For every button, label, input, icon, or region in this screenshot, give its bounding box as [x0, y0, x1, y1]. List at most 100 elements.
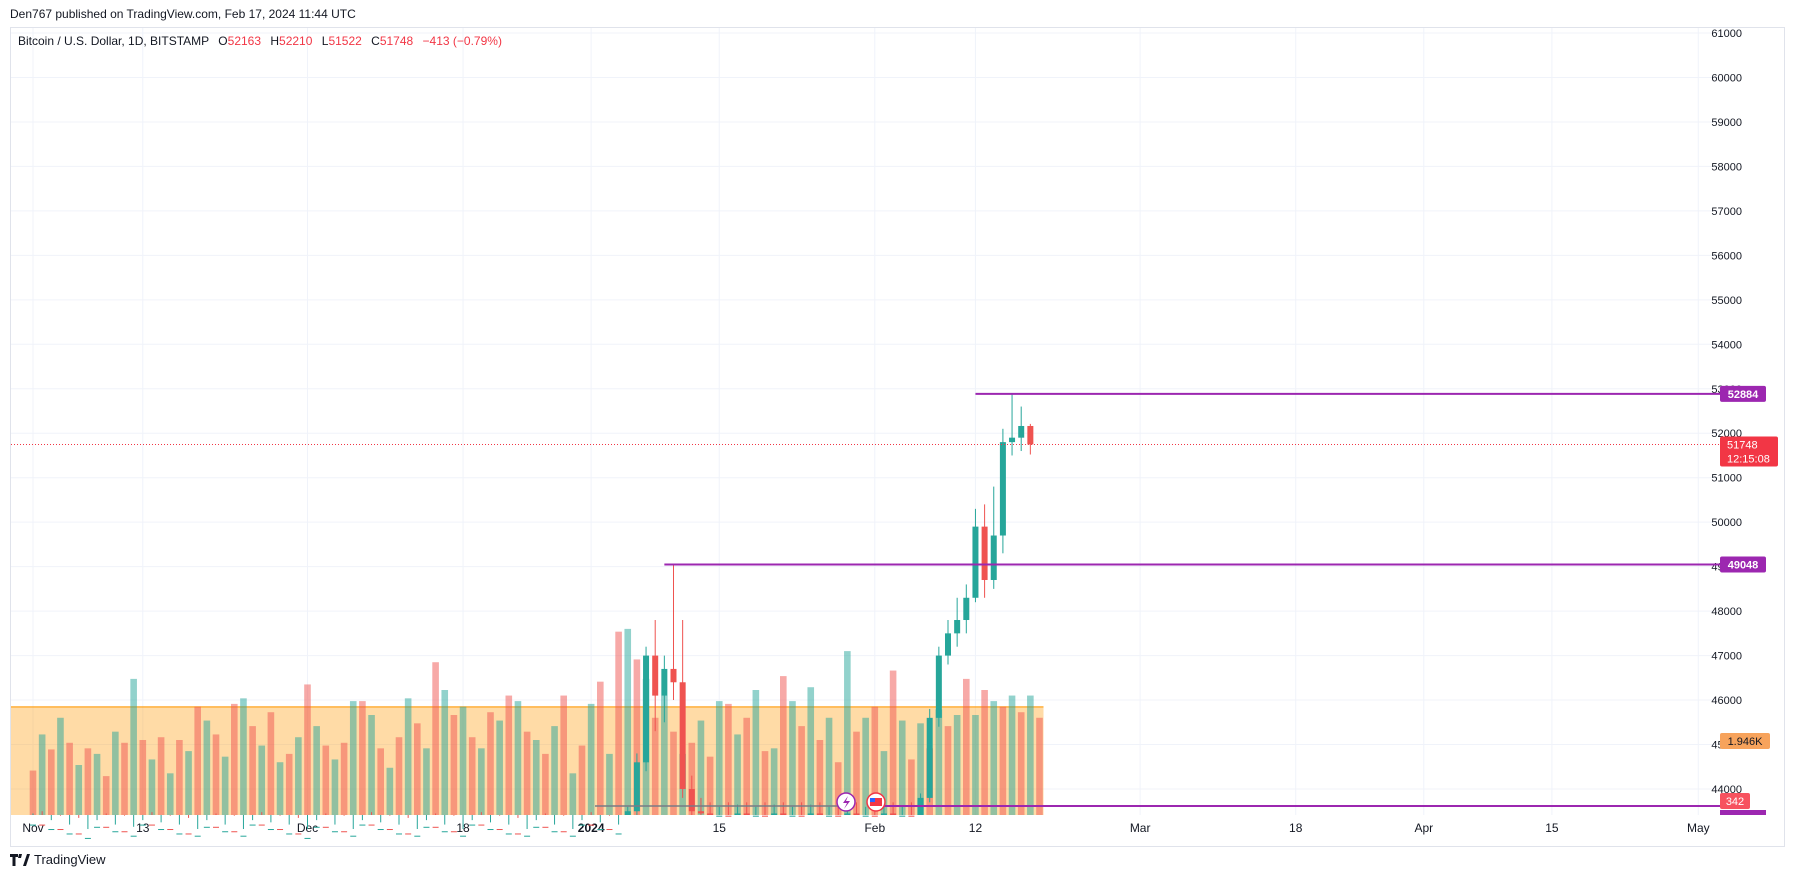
volume-bar: [798, 726, 805, 815]
volume-bar: [889, 670, 897, 815]
tradingview-logo-icon: [10, 853, 30, 866]
y-tick-label: 56000: [1711, 250, 1742, 262]
y-tick-label: 51000: [1711, 473, 1742, 485]
candle-body: [762, 815, 768, 817]
candle-body: [990, 535, 997, 580]
volume-bar: [1008, 695, 1016, 815]
candle-body: [560, 831, 567, 833]
volume-bar: [386, 767, 394, 815]
candle-body: [75, 833, 82, 835]
volume-bar: [194, 706, 201, 815]
publisher-caption: Den767 published on TradingView.com, Feb…: [10, 7, 356, 21]
x-tick-label: Apr: [1414, 821, 1433, 835]
candle-body: [139, 824, 146, 826]
candle-body: [643, 655, 650, 763]
candle-body: [423, 826, 430, 828]
y-tick-label: 61000: [1711, 28, 1742, 40]
low-label: L: [321, 34, 329, 48]
volume-bar: [176, 740, 183, 815]
candle-body: [396, 833, 402, 835]
volume-bar: [963, 678, 970, 815]
volume-bar: [414, 723, 421, 815]
candle-body: [496, 829, 503, 831]
candle-body: [377, 829, 384, 831]
candle-body: [954, 620, 961, 634]
high-label: H: [270, 34, 280, 48]
volume-bar: [752, 690, 760, 815]
candle-body: [231, 831, 238, 833]
tradingview-brand[interactable]: TradingView: [10, 852, 106, 867]
candle-body: [633, 762, 640, 812]
candle-body: [844, 813, 851, 815]
candle-body: [112, 831, 119, 833]
candle-body: [624, 811, 631, 815]
candle-body: [880, 813, 887, 815]
candle-body: [368, 824, 375, 826]
candle-body: [981, 526, 988, 580]
volume-bar: [560, 695, 567, 815]
volume-bar: [578, 745, 586, 815]
x-tick-label: 18: [1289, 821, 1303, 835]
candle-body: [862, 815, 869, 817]
volume-bar: [359, 701, 366, 815]
candle-body: [414, 835, 421, 837]
x-tick-label: 13: [136, 821, 150, 835]
volume-bar: [523, 731, 531, 815]
volume-bar: [221, 756, 229, 815]
volume-bar: [121, 742, 128, 815]
volume-bar: [853, 731, 860, 815]
candle-body: [945, 633, 951, 656]
volume-ma-tag: [1720, 733, 1770, 749]
candle-body: [1009, 437, 1016, 443]
volume-bar: [944, 726, 952, 815]
volume-bar: [670, 731, 677, 815]
candle-body: [30, 824, 36, 826]
volume-bar: [66, 742, 73, 815]
volume-bar: [459, 706, 467, 815]
candle-body: [203, 826, 210, 828]
candle-body: [478, 824, 485, 826]
volume-bar: [166, 773, 174, 815]
volume-bar: [423, 748, 430, 815]
candle-body: [871, 815, 878, 817]
candle-body: [176, 833, 183, 835]
volume-bar: [651, 717, 659, 815]
volume-bar: [377, 748, 384, 815]
open-label: O: [218, 34, 228, 48]
candle-body: [322, 826, 329, 828]
x-tick-label: 15: [1545, 821, 1559, 835]
chart-frame: [10, 27, 1785, 847]
candle-body: [304, 837, 311, 839]
candle-body: [331, 831, 338, 833]
x-tick-label: 12: [969, 821, 983, 835]
volume-bar: [834, 762, 842, 815]
lightning-glyph: [843, 796, 850, 809]
volume-bar: [789, 701, 796, 815]
volume-bar: [615, 631, 622, 815]
volume-bar: [953, 715, 961, 815]
volume-bar: [48, 749, 55, 815]
candle-body: [542, 826, 549, 828]
candle-body: [569, 835, 576, 837]
volume-bar: [441, 690, 449, 815]
level-price-tag: [1720, 556, 1766, 573]
candle-body: [551, 831, 558, 833]
candle-body: [350, 835, 357, 837]
candle-body: [286, 833, 293, 835]
volume-bar: [743, 717, 750, 815]
volume-bar: [569, 773, 577, 815]
volume-bar: [340, 742, 348, 815]
volume-bar: [587, 703, 595, 815]
candle-body: [606, 829, 613, 831]
volume-bar: [661, 695, 668, 815]
volume-bar: [606, 753, 613, 815]
volume-bar: [203, 720, 211, 815]
volume-bar: [404, 698, 412, 815]
countdown-label: 12:15:08: [1727, 453, 1770, 465]
volume-bar: [542, 753, 549, 815]
volume-bar: [231, 703, 238, 815]
candle-body: [597, 829, 604, 831]
volume-bar: [816, 740, 824, 815]
candle-body: [752, 815, 759, 817]
